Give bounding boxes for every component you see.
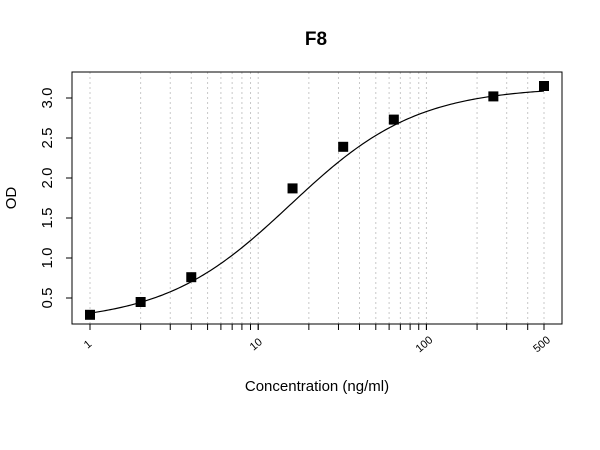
y-axis: 0.5 1.0 1.5 2.0 2.5 3.0 (39, 88, 72, 309)
data-point (287, 183, 298, 194)
y-tick-label: 3.0 (39, 88, 56, 109)
grid (89, 72, 545, 324)
y-axis-label: OD (3, 187, 20, 210)
y-tick-label: 2.0 (39, 168, 56, 189)
y-tick-label: 1.0 (39, 248, 56, 269)
x-tick-label: 100 (414, 334, 436, 355)
y-tick-label: 2.5 (39, 128, 56, 149)
data-point (338, 141, 349, 152)
data-point (186, 272, 197, 283)
y-tick-label: 0.5 (39, 288, 56, 309)
x-axis: 1 10 100 500 (82, 324, 553, 355)
data-point (388, 114, 399, 125)
x-axis-label: Concentration (ng/ml) (245, 378, 389, 395)
data-point (85, 309, 95, 320)
data-point (488, 91, 499, 102)
fit-curve (89, 90, 545, 314)
chart-title: F8 (305, 29, 327, 50)
x-tick-label: 500 (531, 334, 553, 355)
data-point (135, 297, 146, 307)
data-point (539, 81, 549, 91)
y-tick-label: 1.5 (39, 208, 56, 229)
x-tick-label: 1 (82, 338, 94, 351)
data-points (85, 81, 549, 320)
x-tick-label: 10 (248, 336, 265, 353)
plot-frame (71, 71, 563, 325)
